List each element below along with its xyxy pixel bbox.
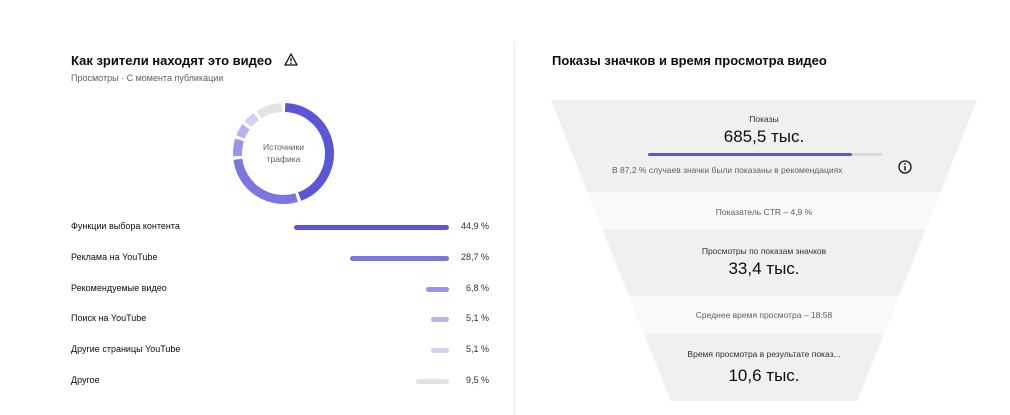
funnel-band-watch-time (644, 334, 884, 401)
traffic-sources-subtitle: Просмотры · С момента публикации (71, 73, 224, 83)
avg-watch-text: Среднее время просмотра – 18:58 (695, 310, 833, 320)
views-label: Просмотры по показам значков (701, 246, 827, 256)
card-divider (514, 42, 515, 415)
donut-segment[interactable] (236, 124, 250, 139)
traffic-source-label: Рекомендуемые видео (71, 282, 167, 293)
donut-segment[interactable] (233, 158, 298, 204)
traffic-donut-chart[interactable]: Источники трафика (230, 100, 337, 207)
funnel-shape (551, 100, 977, 401)
traffic-sources-title: Как зрители находят это видео (71, 53, 273, 68)
impressions-funnel-card: Показы значков и время просмотра видео П… (515, 0, 1010, 415)
traffic-source-percent: 5,1 % (465, 344, 489, 355)
traffic-source-label: Другие страницы YouTube (71, 344, 181, 355)
funnel-band-ctr (587, 192, 941, 230)
traffic-source-row[interactable]: Другое 9,5 % (71, 375, 496, 389)
donut-segment[interactable] (244, 112, 260, 128)
traffic-source-bar (349, 255, 449, 261)
donut-center-line2: трафика (266, 153, 301, 164)
traffic-source-label: Функции выбора контента (71, 221, 180, 231)
traffic-source-row[interactable]: Рекомендуемые видео 6,8 % (71, 283, 496, 297)
impressions-progress-bar (648, 153, 882, 156)
impressions-value: 685,5 тыс. (723, 127, 805, 146)
traffic-source-row[interactable]: Функции выбора контента 44,9 % (71, 221, 496, 235)
donut-center-line1: Источники (262, 142, 305, 153)
impressions-label: Показы (749, 114, 779, 124)
donut-segment[interactable] (233, 138, 244, 157)
traffic-source-bar (431, 317, 449, 323)
traffic-source-percent: 6,8 % (465, 282, 489, 293)
watch-time-value: 10,6 тыс. (728, 366, 800, 385)
traffic-sources-card: Как зрители находят это видео Просмотры … (71, 53, 496, 389)
traffic-source-bar (425, 286, 449, 292)
watch-time-label: Время просмотра в результате показ... (687, 349, 841, 359)
traffic-source-percent: 9,5 % (465, 375, 489, 385)
funnel-title: Показы значков и время просмотра видео (552, 53, 827, 68)
views-value: 33,4 тыс. (728, 259, 800, 278)
traffic-source-label: Другое (71, 375, 100, 385)
traffic-source-percent: 44,9 % (460, 221, 489, 231)
donut-center-label: Источники трафика (230, 100, 337, 207)
traffic-source-percent: 28,7 % (460, 251, 489, 262)
traffic-source-bar (431, 348, 449, 354)
traffic-source-label: Реклама на YouTube (71, 251, 158, 262)
ctr-text: Показатель CTR – 4,9 % (715, 207, 813, 217)
info-icon[interactable] (898, 160, 912, 174)
traffic-source-bar (294, 225, 449, 230)
traffic-source-row[interactable]: Поиск на YouTube 5,1 % (71, 313, 496, 327)
impressions-note: В 87,2 % случаев значки были показаны в … (612, 165, 843, 175)
donut-segment[interactable] (256, 103, 283, 119)
impressions-progress-fill (648, 153, 853, 156)
funnel-band-avg-watch (628, 296, 900, 334)
traffic-source-percent: 5,1 % (465, 313, 489, 324)
funnel-band-views (602, 230, 926, 296)
traffic-source-row[interactable]: Другие страницы YouTube 5,1 % (71, 344, 496, 358)
warning-icon[interactable] (284, 53, 298, 66)
donut-segment[interactable] (284, 103, 334, 201)
traffic-source-label: Поиск на YouTube (71, 313, 147, 324)
traffic-source-bar (416, 379, 449, 384)
traffic-source-row[interactable]: Реклама на YouTube 28,7 % (71, 252, 496, 266)
funnel-band-impressions (551, 100, 977, 192)
